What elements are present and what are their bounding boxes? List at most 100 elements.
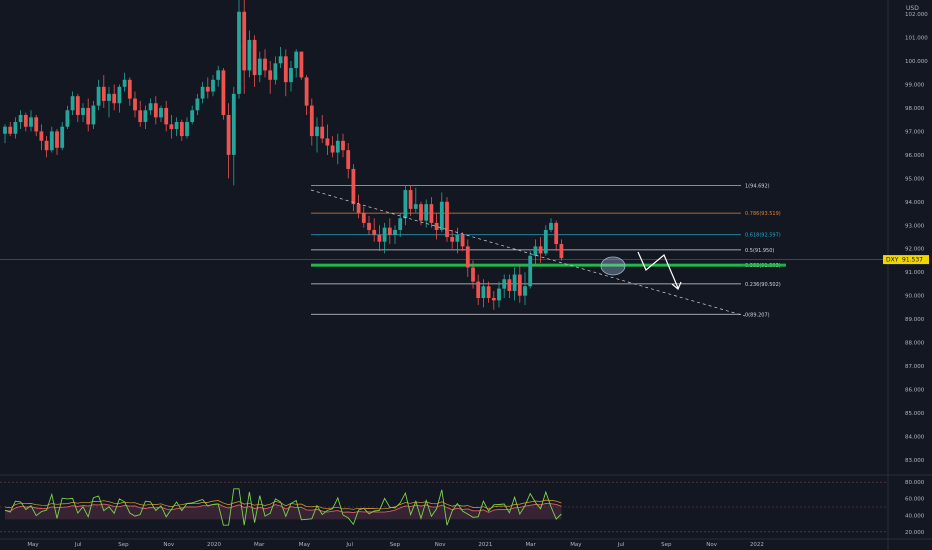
candle-body [528, 255, 533, 287]
time-tick-label: 2020 [207, 542, 221, 548]
time-tick-label: Jul [74, 542, 82, 548]
last-price-badge: DXY 91.537 [883, 255, 929, 265]
candle-body [372, 229, 377, 235]
candle-body [408, 190, 413, 209]
time-tick-label: 2022 [750, 542, 764, 548]
candle-body [195, 98, 200, 111]
candle-body [273, 63, 278, 80]
candle-body [304, 77, 309, 106]
candle-body [138, 110, 143, 123]
price-tick-label: 100.000 [905, 59, 928, 65]
candle-body [247, 39, 252, 71]
candle-body [289, 68, 293, 83]
price-tick-label: 83.000 [905, 458, 925, 464]
oscillator-tick-label: 20.000 [905, 530, 925, 536]
oscillator-signal-line [4, 502, 562, 514]
candle-body [403, 190, 408, 219]
candle-body [34, 117, 39, 132]
candle-body [237, 11, 241, 94]
candle-body [252, 39, 257, 76]
candle-body [538, 246, 543, 254]
candle-body [216, 70, 221, 80]
support-line [311, 263, 786, 267]
time-tick-label: Sep [390, 542, 401, 548]
price-tick-label: 88.000 [905, 341, 925, 347]
candle-body [122, 79, 127, 87]
candle-body [205, 86, 210, 92]
candle-body [481, 286, 486, 299]
candle-body [559, 244, 564, 259]
price-tick-label: 96.000 [905, 153, 925, 159]
time-tick-label: May [27, 542, 39, 548]
candle-body [101, 86, 106, 101]
candle-body [465, 246, 470, 268]
candle-body [497, 288, 501, 301]
candle-body [309, 105, 314, 137]
candle-body [143, 110, 148, 123]
fibonacci-retracement[interactable]: 1(94.692) 0.786(93.519) 0.618(92.597) 0.5(9… [311, 184, 786, 319]
candle-body [107, 93, 111, 101]
price-axis[interactable]: 102.000 101.000 100.000 99.000 98.000 97.000 9… [905, 12, 928, 464]
candle-body [351, 168, 356, 205]
time-tick-label: Sep [661, 542, 672, 548]
axis-panel [888, 0, 932, 550]
price-tick-label: 92.000 [905, 247, 925, 253]
candle-body [257, 58, 262, 76]
highlight-ellipse [600, 256, 626, 276]
candle-body [127, 79, 132, 99]
candle-body [29, 117, 33, 127]
candle-body [96, 86, 101, 106]
oscillator-main-line [4, 488, 562, 526]
candle-body [268, 70, 273, 80]
candle-body [185, 122, 189, 137]
candle-body [325, 138, 330, 146]
price-tick-label: 91.000 [905, 270, 925, 276]
time-tick-label: Nov [163, 542, 174, 548]
time-axis[interactable]: May Jul Sep Nov 2020 Mar May Jul Sep Nov 2021 Mar Ma… [27, 542, 764, 548]
fib-level-label: 0.618(92.597) [745, 233, 781, 239]
candle-body [3, 126, 7, 134]
candle-body [517, 274, 522, 296]
time-tick-label: Nov [435, 542, 446, 548]
oscillator-tick-label: 60.000 [905, 497, 925, 503]
arrow-head-icon [671, 281, 682, 290]
candle-body [491, 298, 496, 301]
fib-level-label: 0(89.207) [745, 312, 770, 318]
price-tick-label: 87.000 [905, 364, 925, 370]
candle-body [153, 103, 158, 118]
fib-level-label: 0.5(91.950) [745, 248, 774, 254]
candle-body [49, 131, 54, 151]
price-tick-label: 84.000 [905, 434, 925, 440]
oscillator-pane: 80.000 60.000 40.000 20.000 [0, 480, 925, 536]
candle-body [543, 229, 548, 254]
time-tick-label: May [299, 542, 311, 548]
price-tick-label: 98.000 [905, 106, 925, 112]
candle-body [179, 122, 184, 137]
projection-path [637, 251, 679, 289]
candle-body [471, 267, 475, 282]
candle-body [13, 122, 18, 134]
candle-body [278, 56, 283, 64]
candle-body [554, 222, 559, 245]
candle-body [8, 126, 13, 134]
time-tick-label: Mar [254, 542, 265, 548]
candle-body [44, 140, 49, 151]
candle-body [445, 201, 449, 237]
drawings[interactable] [310, 189, 746, 317]
candle-body [382, 227, 387, 242]
candle-body [367, 222, 371, 230]
time-tick-label: Nov [706, 542, 717, 548]
candle-body [434, 222, 439, 230]
candle-body [242, 11, 247, 71]
price-tick-label: 85.000 [905, 411, 925, 417]
candle-body [502, 279, 507, 289]
candle-body [81, 107, 85, 115]
candle-body [169, 124, 174, 130]
price-tick-label: 86.000 [905, 388, 925, 394]
candle-body [65, 110, 70, 127]
oscillator-tick-label: 40.000 [905, 513, 925, 519]
candle-body [476, 281, 481, 299]
